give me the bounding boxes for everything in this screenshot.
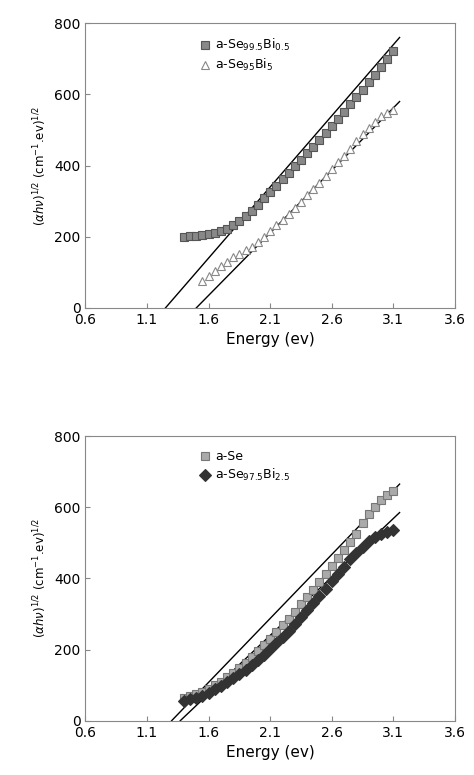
- X-axis label: Energy (ev): Energy (ev): [226, 332, 315, 347]
- Legend: a-Se, a-Se$_{97.5}$Bi$_{2.5}$: a-Se, a-Se$_{97.5}$Bi$_{2.5}$: [195, 445, 295, 488]
- X-axis label: Energy (ev): Energy (ev): [226, 746, 315, 760]
- Y-axis label: ($\alpha h\nu$)$^{1/2}$ (cm$^{-1}$.ev)$^{1/2}$: ($\alpha h\nu$)$^{1/2}$ (cm$^{-1}$.ev)$^…: [31, 105, 48, 226]
- Legend: a-Se$_{99.5}$Bi$_{0.5}$, a-Se$_{95}$Bi$_{5}$: a-Se$_{99.5}$Bi$_{0.5}$, a-Se$_{95}$Bi$_…: [195, 33, 295, 78]
- Y-axis label: ($\alpha h\nu$)$^{1/2}$ (cm$^{-1}$.ev)$^{1/2}$: ($\alpha h\nu$)$^{1/2}$ (cm$^{-1}$.ev)$^…: [31, 518, 48, 639]
